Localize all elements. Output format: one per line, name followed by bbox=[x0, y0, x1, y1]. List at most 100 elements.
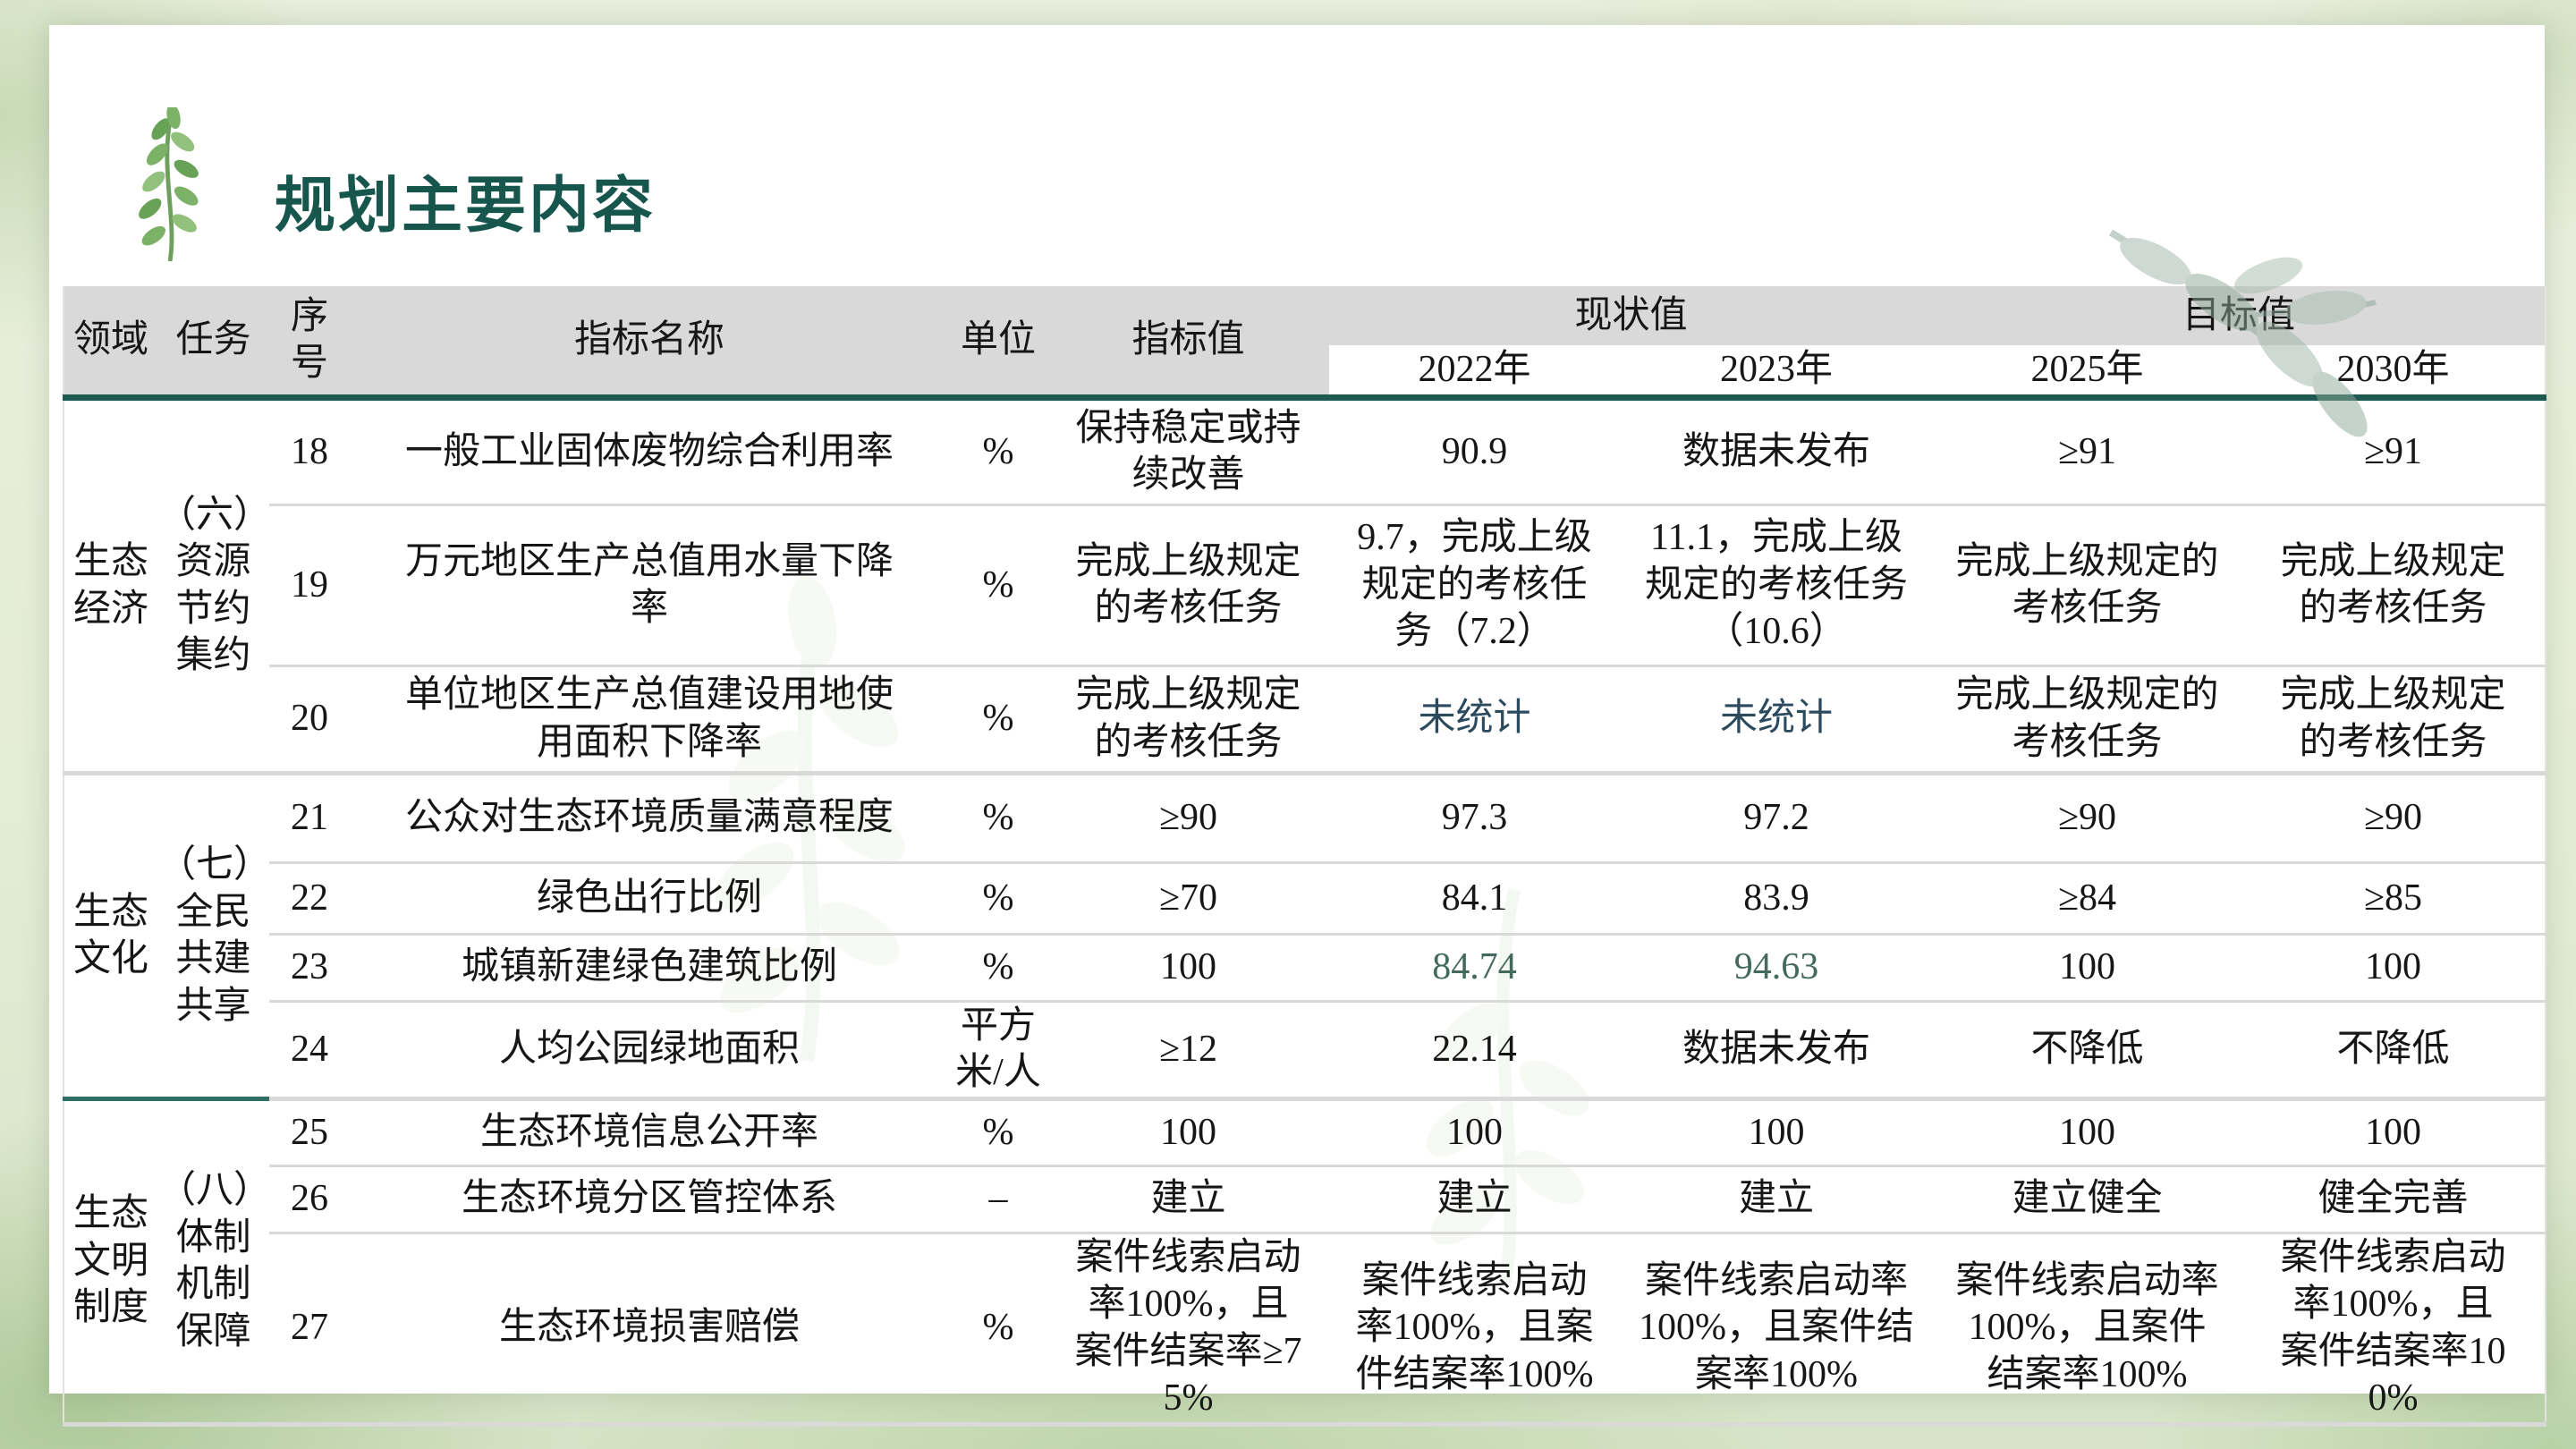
cell-2023: 83.9 bbox=[1620, 860, 1934, 934]
cell-unit: % bbox=[949, 1096, 1047, 1165]
cell-2022: 100 bbox=[1329, 1096, 1620, 1165]
cell-2023: 数据未发布 bbox=[1682, 430, 1871, 472]
table-row-19: 19 万元地区生产总值用水量下降率% 完成上级规定的考核任务 9.7，完成上级规定的考… bbox=[64, 503, 2546, 665]
cell-2022: 案件线索启动率100%，且案件结案率100% bbox=[1329, 1231, 1620, 1424]
cell-2025: 建立健全 bbox=[1933, 1164, 2242, 1233]
cell-2022: 84.74 bbox=[1329, 932, 1620, 1001]
cell-no: 19 bbox=[269, 503, 350, 665]
cell-indicator-name: 一般工业固体废物综合利用率 bbox=[404, 430, 894, 472]
cell-2025: 完成上级规定的考核任务 bbox=[1933, 503, 2242, 665]
cell-2023: 100 bbox=[1620, 1096, 1934, 1165]
cell-2025: 案件线索启动率100%，且案件结案率100% bbox=[1933, 1231, 2242, 1424]
cell-2023: 94.63 bbox=[1620, 932, 1934, 1001]
cell-indicator-name: 生态环境信息公开率 bbox=[350, 1096, 949, 1165]
table-row-27: 27 生态环境损害赔偿% 案件线索启动率100%，且案件结案率≥75% 案件线索启动率… bbox=[64, 1231, 2546, 1424]
cell-indicator-name: 公众对生态环境质量满意程度 bbox=[350, 770, 949, 862]
cell-target-value: 完成上级规定的考核任务 bbox=[1047, 664, 1329, 773]
cell-indicator-name: 城镇新建绿色建筑比例 bbox=[350, 932, 949, 1001]
cell-target-value: 保持稳定或持续改善 bbox=[1075, 407, 1301, 496]
cell-2030: ≥90 bbox=[2241, 770, 2546, 862]
cell-2023: 97.2 bbox=[1620, 770, 1934, 862]
cell-target-value: 完成上级规定的考核任务 bbox=[1047, 503, 1329, 665]
cell-2022: 22.14 bbox=[1329, 999, 1620, 1098]
cell-unit: % bbox=[949, 503, 1047, 665]
cell-target-value: ≥70 bbox=[1047, 860, 1329, 934]
cell-unit: % bbox=[949, 860, 1047, 934]
cell-target-value: ≥12 bbox=[1047, 999, 1329, 1098]
cell-no: 22 bbox=[269, 860, 350, 934]
header-value: 指标值 bbox=[1047, 286, 1329, 401]
cell-2030: 不降低 bbox=[2241, 999, 2546, 1098]
cell-2030: ≥85 bbox=[2241, 860, 2546, 934]
cell-target-value: 100 bbox=[1047, 932, 1329, 1001]
cell-unit: % bbox=[949, 1231, 1047, 1424]
cell-unit: % bbox=[949, 932, 1047, 1001]
cell-field-group-2: 生态 文明 制度 bbox=[64, 1096, 157, 1424]
table-row-18: 生态 经济 （六） 资源 节约 集约 18 一般工业固体废物综合利用率% 保持稳定或持续… bbox=[64, 397, 2546, 677]
cell-2025: 100 bbox=[1933, 932, 2242, 1001]
cell-unit: % bbox=[982, 430, 1014, 472]
cell-2022: 90.9 bbox=[1441, 430, 1508, 472]
cell-indicator-name: 单位地区生产总值建设用地使用面积下降率 bbox=[350, 664, 949, 773]
header-year-2030: 2030年 bbox=[2241, 345, 2546, 401]
cell-2025: ≥84 bbox=[1933, 860, 2242, 934]
header-indicator: 指标名称 bbox=[350, 286, 949, 401]
cell-unit: % bbox=[949, 664, 1047, 773]
cell-2022: 9.7，完成上级规定的考核任务（7.2） bbox=[1329, 503, 1620, 665]
header-unit: 单位 bbox=[949, 286, 1047, 401]
table-row-25: 生态 文明 制度 （八） 体制 机制 保障 25 生态环境信息公开率% 100 100 10… bbox=[64, 1096, 2546, 1424]
cell-no: 26 bbox=[269, 1164, 350, 1233]
cell-2023: 数据未发布 bbox=[1620, 999, 1934, 1098]
table-row-21: 生态 文化 （七） 全民 共建 共享 21 公众对生态环境质量满意程度% ≥90 97.3… bbox=[64, 770, 2546, 1098]
title-leaf-icon bbox=[139, 107, 199, 261]
cell-no: 27 bbox=[269, 1231, 350, 1424]
cell-2025: ≥90 bbox=[1933, 770, 2242, 862]
table-row-22: 22 绿色出行比例% ≥70 84.1 83.9 ≥84 ≥85 bbox=[64, 860, 2546, 934]
header-year-2022: 2022年 bbox=[1329, 345, 1620, 401]
cell-field-group-1: 生态 文化 bbox=[64, 770, 157, 1098]
slide: 规划主要内容 领域 任务 序 号 指标名称 单位 bbox=[49, 25, 2547, 1427]
cell-indicator-name: 生态环境分区管控体系 bbox=[350, 1164, 949, 1233]
table-row-26: 26 生态环境分区管控体系 – 建立 建立 建立 建立健全 健全完善 bbox=[64, 1164, 2546, 1233]
header-goal: 目标值 bbox=[1933, 286, 2546, 345]
cell-2022: 97.3 bbox=[1329, 770, 1620, 862]
page-title: 规划主要内容 bbox=[275, 172, 657, 240]
cell-2025: 不降低 bbox=[1933, 999, 2242, 1098]
cell-2030: 完成上级规定的考核任务 bbox=[2241, 503, 2546, 665]
cell-field-group-0: 生态 经济 bbox=[72, 541, 148, 630]
cell-2025: ≥91 bbox=[2057, 430, 2117, 472]
cell-2030: 100 bbox=[2241, 1096, 2546, 1165]
cell-2025: 100 bbox=[1933, 1096, 2242, 1165]
table-row-20: 20 单位地区生产总值建设用地使用面积下降率% 完成上级规定的考核任务 未统计 未统计完… bbox=[64, 664, 2546, 773]
cell-unit: % bbox=[949, 770, 1047, 862]
cell-2030: 100 bbox=[2241, 932, 2546, 1001]
header-year-2023: 2023年 bbox=[1620, 345, 1934, 401]
indicator-table: 领域 任务 序 号 指标名称 单位 指标值 现状值 目标值 2022年 2023… bbox=[63, 286, 2547, 1427]
cell-2030: 案件线索启动率100%，且案件结案率100% bbox=[2241, 1231, 2546, 1424]
cell-task-group-0: （六） 资源 节约 集约 bbox=[158, 494, 272, 677]
table-row-23: 23 城镇新建绿色建筑比例% 100 84.74 94.63 100 100 bbox=[64, 932, 2546, 1001]
cell-task-group-2: （八） 体制 机制 保障 bbox=[157, 1096, 271, 1424]
cell-no: 20 bbox=[269, 664, 350, 773]
cell-2030: 完成上级规定的考核任务 bbox=[2241, 664, 2546, 773]
cell-2022: 未统计 bbox=[1329, 664, 1620, 773]
cell-no: 18 bbox=[291, 430, 328, 472]
cell-2023: 11.1，完成上级规定的考核任务（10.6） bbox=[1620, 503, 1934, 665]
cell-2023: 案件线索启动率100%，且案件结案率100% bbox=[1620, 1231, 1934, 1424]
cell-target-value: 建立 bbox=[1047, 1164, 1329, 1233]
cell-no: 21 bbox=[269, 770, 350, 862]
cell-indicator-name: 人均公园绿地面积 bbox=[350, 999, 949, 1098]
header-no: 序 号 bbox=[269, 286, 350, 401]
cell-unit: – bbox=[949, 1164, 1047, 1233]
cell-no: 23 bbox=[269, 932, 350, 1001]
cell-target-value: ≥90 bbox=[1047, 770, 1329, 862]
header-task: 任务 bbox=[157, 286, 269, 401]
cell-2025: 完成上级规定的考核任务 bbox=[1933, 664, 2242, 773]
cell-2023: 未统计 bbox=[1620, 664, 1934, 773]
cell-target-value: 100 bbox=[1047, 1096, 1329, 1165]
cell-2030: ≥91 bbox=[2363, 430, 2423, 472]
cell-indicator-name: 万元地区生产总值用水量下降率 bbox=[350, 503, 949, 665]
cell-2030: 健全完善 bbox=[2241, 1164, 2546, 1233]
cell-2023: 建立 bbox=[1620, 1164, 1934, 1233]
